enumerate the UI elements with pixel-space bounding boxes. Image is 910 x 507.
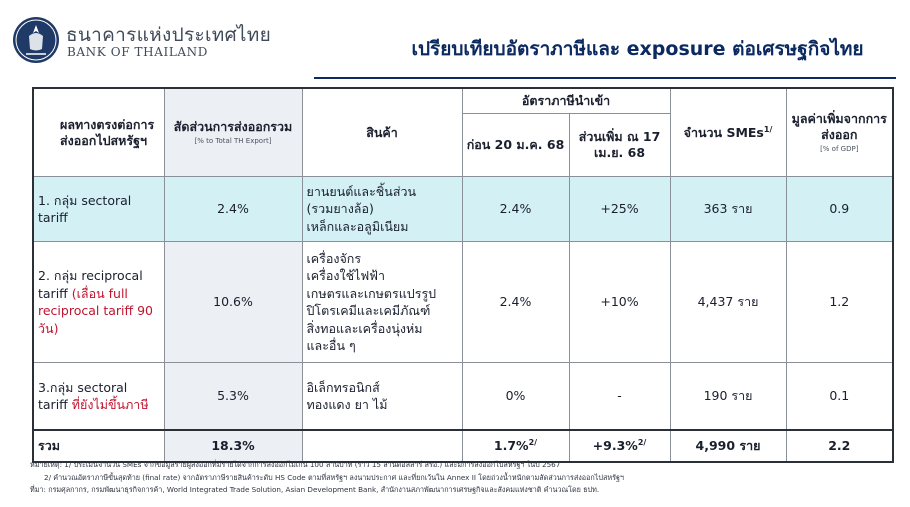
row1-increase: +25%	[568, 176, 671, 242]
total-value-added: 2.2	[785, 429, 894, 463]
product-item: อิเล็กทรอนิกส์	[306, 379, 380, 395]
row3-group-note: ที่ยังไม่ขึ้นภาษี	[71, 397, 149, 412]
row2-group: 2. กลุ่ม reciprocal tariff (เลื่อน full …	[32, 241, 165, 363]
footnote-1: หมายเหตุ: 1/ ประเมินจำนวน SMEs จากข้อมูล…	[30, 460, 561, 469]
exposure-table: ผลทางตรงต่อการส่งออกไปสหรัฐฯ สัดส่วนการส…	[32, 87, 895, 463]
total-before-value: 1.7%	[493, 438, 529, 454]
table-row: 2. กลุ่ม reciprocal tariff (เลื่อน full …	[32, 241, 894, 363]
bank-of-thailand-logo	[13, 17, 59, 63]
header-share-label: สัดส่วนการส่งออกรวม	[173, 118, 293, 134]
row1-smes: 363 ราย	[669, 176, 787, 242]
product-item: เกษตรและเกษตรแปรรูป	[306, 285, 437, 301]
header-smes-label: จำนวน SMEs	[683, 124, 764, 140]
table-row: 1. กลุ่ม sectoral tariff 2.4% ยานยนต์และ…	[32, 176, 894, 242]
product-item: และอื่น ๆ	[306, 338, 356, 353]
row2-products: เครื่องจักร เครื่องใช้ไฟฟ้า เกษตรและเกษต…	[301, 241, 463, 363]
row1-group: 1. กลุ่ม sectoral tariff	[32, 176, 165, 242]
footnotes: หมายเหตุ: 1/ ประเมินจำนวน SMEs จากข้อมูล…	[30, 459, 908, 497]
row1-before: 2.4%	[461, 176, 570, 242]
header-smes-footnote: 1/	[763, 124, 773, 134]
product-item: เครื่องจักร	[306, 250, 362, 266]
header-increase: ส่วนเพิ่ม ณ 17 เม.ย. 68	[568, 113, 671, 177]
product-item: ยานยนต์และชิ้นส่วน	[306, 183, 417, 199]
header-va-label: มูลค่าเพิ่มจากการส่งออก	[791, 111, 887, 142]
row2-group-label: 2. กลุ่ม reciprocal tariff	[38, 268, 143, 301]
source-note: ที่มา: กรมศุลกากร, กรมพัฒนาธุรกิจการค้า,…	[30, 485, 600, 495]
table-row: 3.กลุ่ม sectoral tariff ที่ยังไม่ขึ้นภาษ…	[32, 362, 894, 431]
row3-value-added: 0.1	[785, 362, 894, 431]
header-share: สัดส่วนการส่งออกรวม [% to Total TH Expor…	[163, 87, 303, 177]
brand-name-thai: ธนาคารแห่งประเทศไทย	[66, 24, 272, 46]
row1-value-added: 0.9	[785, 176, 894, 242]
row3-group: 3.กลุ่ม sectoral tariff ที่ยังไม่ขึ้นภาษ…	[32, 362, 165, 431]
header-share-sub: [% to Total TH Export]	[194, 137, 272, 146]
total-increase-footnote: 2/	[637, 438, 647, 448]
product-item: ทองแดง ยา ไม้	[306, 397, 388, 412]
row2-smes: 4,437 ราย	[669, 241, 787, 363]
row1-products: ยานยนต์และชิ้นส่วน (รวมยางล้อ) เหล็กและอ…	[301, 176, 463, 242]
row3-smes: 190 ราย	[669, 362, 787, 431]
total-label: รวม	[32, 429, 165, 463]
row3-group-label: 3.กลุ่ม sectoral tariff	[38, 379, 128, 413]
title-underline	[314, 77, 896, 79]
row2-group-note: (เลื่อน full reciprocal tariff 90 วัน)	[38, 285, 153, 336]
slide-title: เปรียบเทียบอัตราภาษีและ exposure ต่อเศรษ…	[411, 38, 864, 60]
header-value-added: มูลค่าเพิ่มจากการส่งออก [% of GDP]	[785, 87, 894, 177]
total-row: รวม 18.3% 1.7%2/ +9.3%2/ 4,990 ราย 2.2	[32, 429, 894, 463]
total-before-footnote: 2/	[528, 438, 538, 448]
product-item: ปิโตรเคมีและเคมีภัณฑ์	[306, 303, 431, 318]
header-before: ก่อน 20 ม.ค. 68	[461, 113, 570, 177]
product-item: เหล็กและอลูมิเนียม	[306, 218, 409, 234]
row3-increase: -	[568, 362, 671, 431]
row3-share: 5.3%	[163, 362, 303, 431]
product-item: (รวมยางล้อ)	[306, 201, 374, 217]
row2-increase: +10%	[568, 241, 671, 363]
row3-before: 0%	[461, 362, 570, 431]
brand-name-english: BANK OF THAILAND	[67, 45, 208, 59]
footnote-2: 2/ คำนวณอัตราภาษีขั้นสุดท้าย (final rate…	[44, 472, 624, 482]
total-increase-value: +9.3%	[592, 438, 638, 454]
header-products: สินค้า	[301, 87, 463, 177]
total-smes: 4,990 ราย	[669, 429, 787, 463]
row1-share: 2.4%	[163, 176, 303, 242]
header-group: ผลทางตรงต่อการส่งออกไปสหรัฐฯ	[32, 87, 165, 177]
row2-before: 2.4%	[461, 241, 570, 363]
total-products-empty	[301, 429, 463, 463]
total-increase: +9.3%2/	[568, 429, 671, 463]
header-va-sub: [% of GDP]	[820, 145, 859, 154]
row2-value-added: 1.2	[785, 241, 894, 363]
row3-products: อิเล็กทรอนิกส์ ทองแดง ยา ไม้	[301, 362, 463, 431]
total-share: 18.3%	[163, 429, 303, 463]
product-item: สิ่งทอและเครื่องนุ่งห่ม	[306, 320, 423, 336]
header-import-tax: อัตราภาษีนำเข้า	[461, 87, 671, 114]
total-before: 1.7%2/	[461, 429, 570, 463]
row2-share: 10.6%	[163, 241, 303, 363]
header-smes: จำนวน SMEs1/	[669, 87, 787, 177]
product-item: เครื่องใช้ไฟฟ้า	[306, 268, 386, 283]
